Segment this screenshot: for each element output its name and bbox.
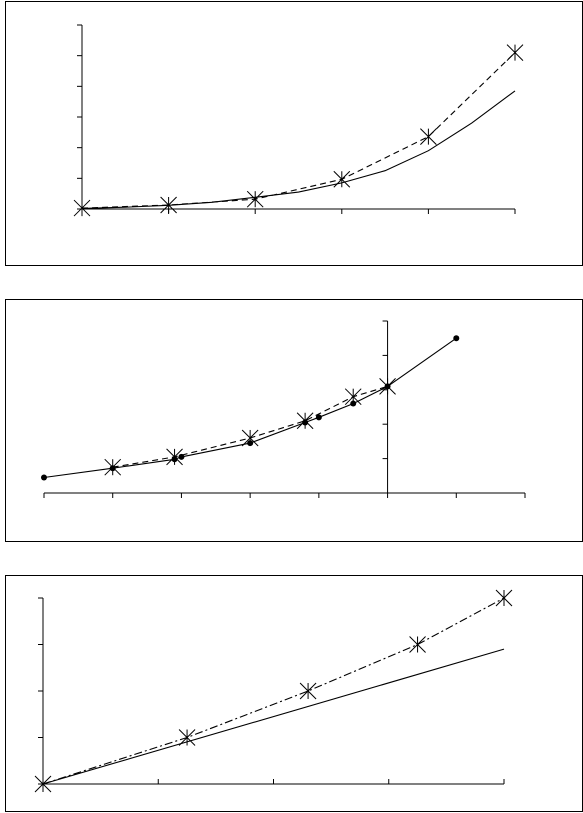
chart-2-series-2-point-0 [104, 458, 122, 476]
chart-2-series-2-point-3 [296, 412, 314, 430]
chart-1-svg [73, 24, 524, 217]
chart-2-series-2-point-5 [379, 378, 396, 395]
chart-1-series-2-point-5 [506, 44, 524, 61]
chart-1-series-2-point-0 [73, 199, 91, 217]
chart-2-series-1-point-0 [41, 474, 47, 481]
chart-3-series-2-line [42, 597, 505, 785]
chart-3-series-2-point-1 [178, 729, 196, 746]
chart-panel-2 [5, 299, 583, 542]
chart-2-svg [41, 320, 526, 498]
chart-2-series-2-line [112, 385, 388, 468]
chart-3-series-2-point-2 [299, 682, 317, 700]
chart-1-series-2-point-1 [160, 196, 177, 214]
chart-panel-3 [5, 575, 583, 812]
chart-2-series-1-point-6 [315, 414, 322, 421]
chart-3-series-1-line [42, 648, 505, 785]
chart-3-svg [34, 589, 513, 793]
chart-2-series-2-point-2 [241, 429, 259, 447]
chart-3-series-2-point-3 [409, 636, 426, 653]
chart-2-series-1-line [43, 337, 457, 479]
chart-2-series-2-point-1 [166, 448, 183, 466]
chart-2-series-1-point-9 [453, 335, 460, 342]
chart-1-series-2-point-2 [246, 190, 264, 208]
chart-panel-1 [5, 1, 583, 266]
chart-1-series-2-point-3 [333, 170, 351, 188]
chart-1-series-2-point-4 [420, 128, 437, 145]
chart-1-series-2-line [81, 52, 516, 209]
chart-3-series-2-point-0 [34, 775, 52, 793]
chart-2-series-2-point-4 [344, 388, 362, 406]
chart-3-series-2-point-4 [495, 589, 513, 607]
chart-1-series-1-line [81, 90, 516, 209]
